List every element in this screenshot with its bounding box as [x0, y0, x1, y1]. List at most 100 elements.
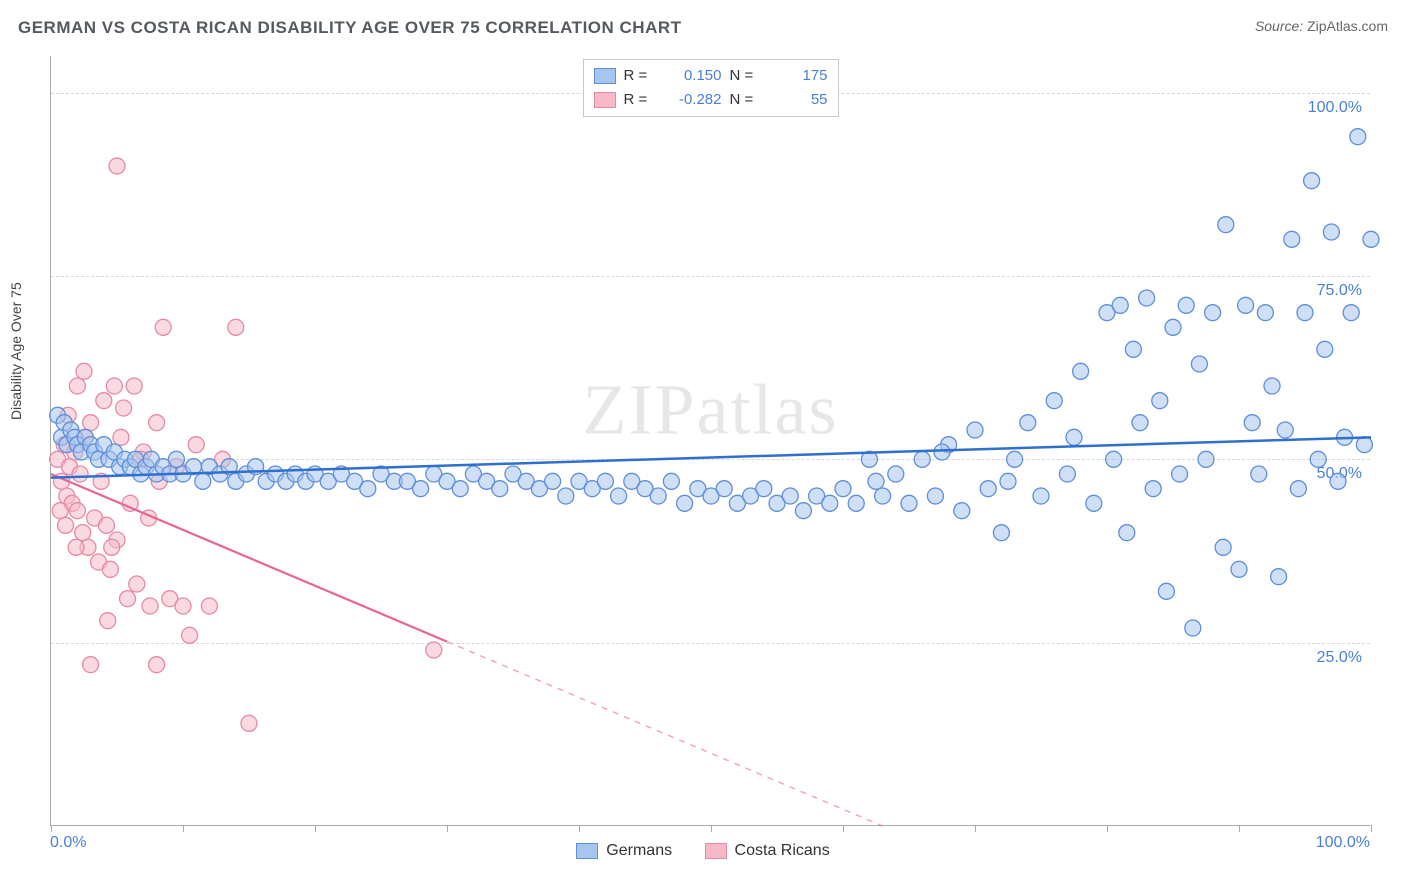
- germans-point: [1297, 305, 1313, 321]
- x-tick: [711, 825, 712, 832]
- n-label: N =: [730, 88, 758, 112]
- germans-point: [1033, 488, 1049, 504]
- germans-point: [1073, 363, 1089, 379]
- costa-ricans-point: [58, 517, 74, 533]
- x-tick: [447, 825, 448, 832]
- germans-point: [1257, 305, 1273, 321]
- germans-point: [822, 495, 838, 511]
- germans-point: [835, 481, 851, 497]
- germans-point: [901, 495, 917, 511]
- source-attribution: Source: ZipAtlas.com: [1255, 18, 1388, 34]
- germans-point: [1284, 231, 1300, 247]
- germans-point: [1323, 224, 1339, 240]
- costa-ricans-point: [228, 319, 244, 335]
- costa-ricans-point: [72, 466, 88, 482]
- source-name: ZipAtlas.com: [1307, 18, 1388, 34]
- germans-point: [663, 473, 679, 489]
- n-label: N =: [730, 64, 758, 88]
- series-legend: Germans Costa Ricans: [0, 842, 1406, 864]
- germans-point: [795, 503, 811, 519]
- r-label: R =: [624, 64, 652, 88]
- germans-point: [168, 451, 184, 467]
- germans-point: [782, 488, 798, 504]
- chart-header: GERMAN VS COSTA RICAN DISABILITY AGE OVE…: [18, 18, 1388, 44]
- chart-title: GERMAN VS COSTA RICAN DISABILITY AGE OVE…: [18, 18, 682, 37]
- costa-ricans-point: [96, 393, 112, 409]
- germans-point: [954, 503, 970, 519]
- costa-ricans-point: [83, 657, 99, 673]
- x-tick: [1239, 825, 1240, 832]
- germans-point: [545, 473, 561, 489]
- germans-point: [1244, 415, 1260, 431]
- x-tick: [1107, 825, 1108, 832]
- legend-row-costa-ricans: R = -0.282 N = 55: [594, 88, 828, 112]
- germans-point: [1007, 451, 1023, 467]
- costa-ricans-point: [126, 378, 142, 394]
- germans-point: [558, 488, 574, 504]
- x-tick: [975, 825, 976, 832]
- n-value-germans: 175: [766, 64, 828, 88]
- germans-point: [1000, 473, 1016, 489]
- legend-item-germans: Germans: [576, 842, 672, 860]
- x-tick: [51, 825, 52, 832]
- costa-ricans-point: [426, 642, 442, 658]
- germans-point: [1106, 451, 1122, 467]
- germans-point: [1059, 466, 1075, 482]
- costa-ricans-trendline-dashed: [447, 642, 883, 826]
- r-label: R =: [624, 88, 652, 112]
- x-tick: [183, 825, 184, 832]
- costa-ricans-point: [69, 503, 85, 519]
- germans-point: [1317, 341, 1333, 357]
- x-tick: [579, 825, 580, 832]
- costa-ricans-point: [104, 539, 120, 555]
- germans-point: [1251, 466, 1267, 482]
- germans-point: [1158, 583, 1174, 599]
- germans-point: [1215, 539, 1231, 555]
- germans-point: [934, 444, 950, 460]
- legend-label-germans: Germans: [606, 842, 672, 860]
- germans-point: [1112, 297, 1128, 313]
- costa-ricans-point: [68, 539, 84, 555]
- germans-point: [650, 488, 666, 504]
- germans-point: [492, 481, 508, 497]
- costa-ricans-point: [182, 627, 198, 643]
- costa-ricans-point: [76, 363, 92, 379]
- germans-point: [1132, 415, 1148, 431]
- germans-point: [967, 422, 983, 438]
- swatch-costa-ricans: [594, 92, 616, 108]
- germans-point: [1231, 561, 1247, 577]
- germans-point: [1205, 305, 1221, 321]
- germans-point: [1046, 393, 1062, 409]
- legend-label-costa-ricans: Costa Ricans: [735, 842, 830, 860]
- costa-ricans-point: [52, 503, 68, 519]
- germans-point: [360, 481, 376, 497]
- germans-point: [1264, 378, 1280, 394]
- costa-ricans-point: [109, 158, 125, 174]
- germans-point: [597, 473, 613, 489]
- costa-ricans-point: [83, 415, 99, 431]
- costa-ricans-point: [155, 319, 171, 335]
- germans-point: [452, 481, 468, 497]
- germans-point: [1152, 393, 1168, 409]
- costa-ricans-point: [106, 378, 122, 394]
- costa-ricans-point: [129, 576, 145, 592]
- costa-ricans-point: [149, 657, 165, 673]
- germans-point: [1165, 319, 1181, 335]
- costa-ricans-point: [100, 613, 116, 629]
- germans-point: [868, 473, 884, 489]
- germans-point: [1350, 129, 1366, 145]
- legend-item-costa-ricans: Costa Ricans: [705, 842, 830, 860]
- germans-point: [914, 451, 930, 467]
- germans-point: [1304, 173, 1320, 189]
- germans-point: [1218, 217, 1234, 233]
- germans-point: [1198, 451, 1214, 467]
- germans-point: [1238, 297, 1254, 313]
- germans-point: [980, 481, 996, 497]
- germans-point: [716, 481, 732, 497]
- swatch-germans-icon: [576, 843, 598, 859]
- chart-canvas: [51, 56, 1370, 825]
- germans-point: [1139, 290, 1155, 306]
- swatch-germans: [594, 68, 616, 84]
- costa-ricans-point: [116, 400, 132, 416]
- costa-ricans-point: [98, 517, 114, 533]
